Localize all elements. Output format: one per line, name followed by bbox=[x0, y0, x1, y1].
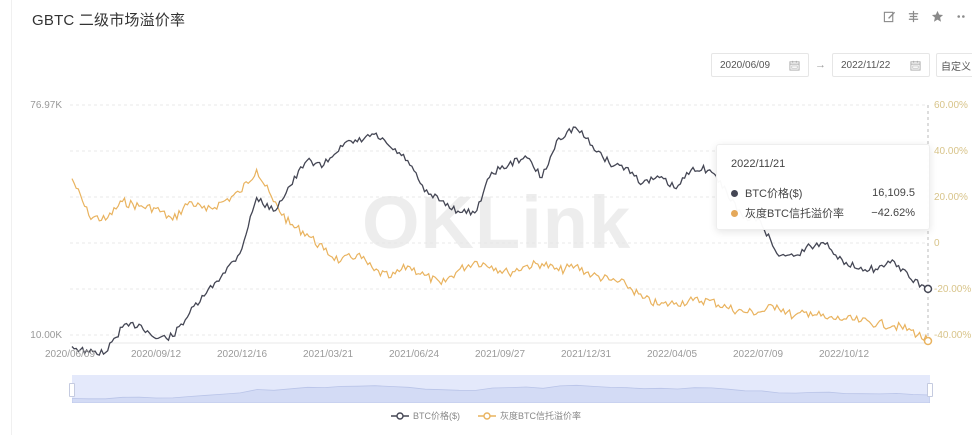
series-dot-icon bbox=[731, 209, 738, 217]
premium-series-line bbox=[71, 167, 929, 342]
zoom-end-handle[interactable] bbox=[927, 383, 933, 397]
btc-hover-point bbox=[923, 284, 933, 294]
right-axis-label: 0 bbox=[934, 238, 940, 249]
legend-line-icon bbox=[390, 411, 409, 420]
legend-label: BTC价格($) bbox=[412, 411, 460, 421]
data-zoom-slider[interactable] bbox=[69, 375, 933, 403]
tooltip-value: 16,109.5 bbox=[872, 187, 915, 199]
oklink-watermark: OKLink bbox=[362, 181, 632, 264]
star-icon[interactable] bbox=[930, 9, 944, 23]
legend-label: 灰度BTC信托溢价率 bbox=[499, 411, 581, 421]
x-axis-tick-label: 2022/04/05 bbox=[646, 349, 698, 360]
end-date-value: 2022/11/22 bbox=[841, 59, 891, 71]
start-date-input[interactable]: 2020/06/09 bbox=[711, 53, 809, 77]
tooltip-row-premium: 灰度BTC信托溢价率 −42.62% bbox=[731, 205, 915, 221]
series-dot-icon bbox=[731, 189, 738, 197]
calendar-icon bbox=[910, 60, 921, 71]
right-axis-label: 20.00% bbox=[934, 192, 968, 203]
more-icon[interactable] bbox=[954, 9, 968, 23]
btc-price-series-line bbox=[71, 126, 929, 356]
right-axis-label: -20.00% bbox=[934, 284, 972, 295]
x-axis-tick-label: 2020/06/09 bbox=[44, 349, 96, 360]
start-date-value: 2020/06/09 bbox=[720, 59, 771, 71]
edit-icon[interactable] bbox=[882, 9, 896, 23]
right-axis-label: 60.00% bbox=[934, 100, 968, 111]
tooltip-label: BTC价格($) bbox=[745, 188, 803, 200]
legend-item-premium[interactable]: 灰度BTC信托溢价率 bbox=[477, 409, 581, 422]
zoom-start-handle[interactable] bbox=[69, 383, 75, 397]
page-left-border bbox=[0, 0, 12, 435]
end-date-input[interactable]: 2022/11/22 bbox=[832, 53, 930, 77]
calendar-icon bbox=[789, 60, 800, 71]
x-axis-tick-label: 2020/12/16 bbox=[216, 349, 268, 360]
left-axis-min-label: 10.00K bbox=[30, 330, 62, 341]
x-axis-tick-label: 2021/09/27 bbox=[474, 349, 526, 360]
x-axis-tick-label: 2020/09/12 bbox=[130, 349, 182, 360]
right-axis-label: -40.00% bbox=[934, 330, 972, 341]
legend-line-icon bbox=[477, 411, 496, 420]
chart-toolbar bbox=[882, 9, 968, 23]
premium-hover-point bbox=[923, 336, 933, 346]
x-axis-tick-label: 2022/10/12 bbox=[818, 349, 870, 360]
tooltip-date: 2022/11/21 bbox=[731, 158, 786, 170]
compare-icon[interactable] bbox=[906, 9, 920, 23]
range-arrow-icon: → bbox=[815, 59, 826, 71]
legend-item-btc-price[interactable]: BTC价格($) bbox=[390, 409, 460, 422]
chart-tooltip: 2022/11/21 BTC价格($) 16,109.5 灰度BTC信托溢价率 … bbox=[716, 144, 930, 230]
x-axis-tick-label: 2021/06/24 bbox=[388, 349, 440, 360]
x-axis-tick-label: 2022/07/09 bbox=[732, 349, 784, 360]
chart-legend: BTC价格($) 灰度BTC信托溢价率 bbox=[0, 409, 972, 422]
custom-range-button[interactable]: 自定义 bbox=[936, 53, 972, 77]
tooltip-row-btc-price: BTC价格($) 16,109.5 bbox=[731, 185, 915, 201]
x-axis-tick-label: 2021/03/21 bbox=[302, 349, 354, 360]
tooltip-value: −42.62% bbox=[871, 207, 915, 219]
zoom-preview-area bbox=[72, 384, 930, 403]
tooltip-label: 灰度BTC信托溢价率 bbox=[745, 208, 844, 220]
right-axis-label: 40.00% bbox=[934, 146, 968, 157]
date-range-picker: 2020/06/09 → 2022/11/22 自定义 bbox=[711, 53, 972, 77]
x-axis-tick-label: 2021/12/31 bbox=[560, 349, 612, 360]
chart-title: GBTC 二级市场溢价率 bbox=[32, 12, 186, 29]
left-axis-max-label: 76.97K bbox=[30, 100, 62, 111]
